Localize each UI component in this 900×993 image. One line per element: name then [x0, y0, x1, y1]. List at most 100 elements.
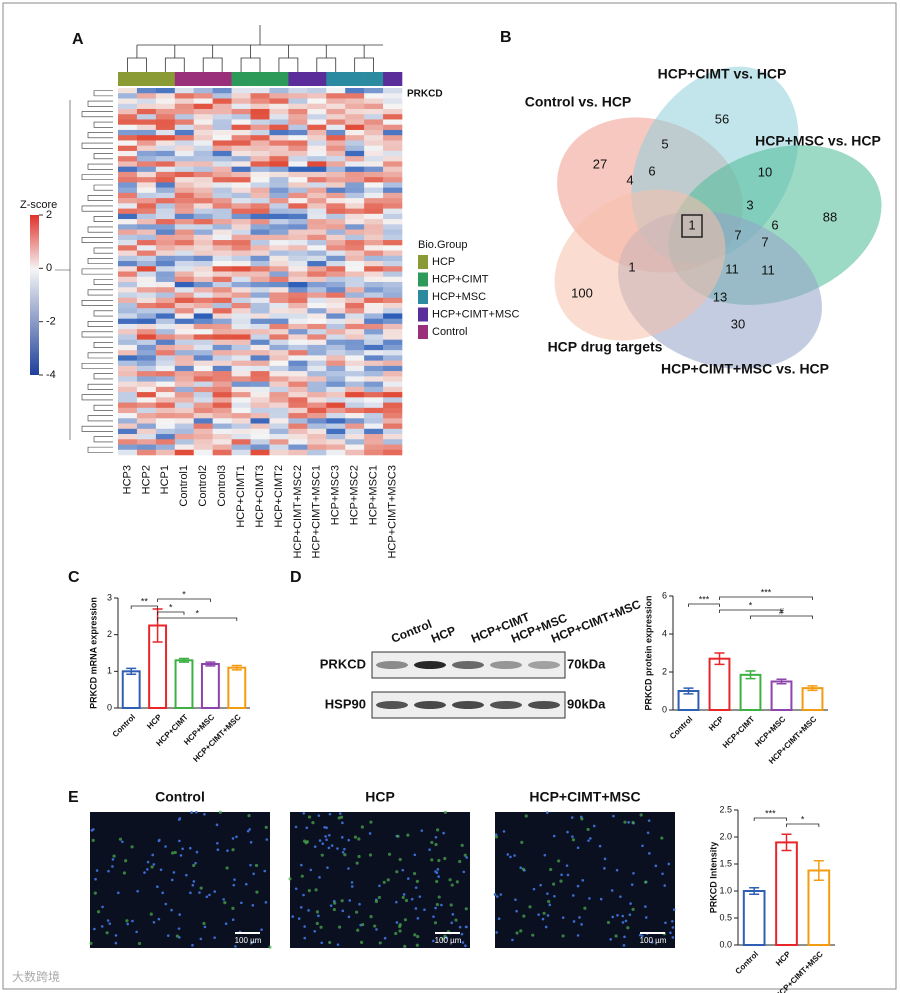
heatmap-cell [383, 208, 403, 215]
heatmap-cell [136, 135, 157, 141]
heatmap-cell [231, 292, 251, 299]
nucleus [303, 936, 307, 940]
heatmap-cell [250, 203, 270, 209]
nucleus [603, 867, 606, 870]
nucleus [413, 853, 417, 857]
heatmap-cell [307, 229, 327, 236]
heatmap-cell [231, 318, 251, 325]
nucleus [107, 869, 110, 873]
heatmap-cell [326, 302, 346, 309]
heatmap-cell [383, 245, 403, 251]
legend-title: Bio.Group [418, 239, 468, 251]
heatmap-cell [231, 344, 251, 351]
heatmap-cell [307, 344, 327, 351]
y-tick-label: 2.5 [719, 804, 732, 814]
heatmap-cell [250, 124, 270, 131]
heatmap-cell [364, 150, 384, 157]
heatmap-cell [269, 219, 289, 225]
heatmap-cell [212, 266, 232, 272]
heatmap-cell [118, 397, 138, 403]
heatmap-cell [250, 229, 270, 236]
heatmap-cell [174, 119, 195, 125]
heatmap-cell [136, 88, 157, 94]
heatmap-cell [212, 407, 232, 414]
nucleus [368, 832, 372, 835]
nucleus [159, 868, 163, 872]
heatmap-cell [174, 423, 195, 430]
heatmap-cell [231, 261, 251, 267]
signal [413, 933, 417, 937]
heatmap-cell [174, 108, 195, 115]
heatmap-cell [118, 355, 138, 361]
heatmap-cell [345, 261, 365, 267]
scale-label: 100 µm [435, 936, 462, 945]
heatmap-cell [212, 292, 232, 299]
heatmap-cell [288, 313, 308, 319]
heatmap-cell [136, 129, 157, 136]
heatmap-cell [288, 418, 308, 424]
heatmap-cell [136, 187, 157, 194]
nucleus [164, 902, 168, 906]
heatmap-cell [345, 292, 365, 299]
heatmap-cell [345, 245, 365, 251]
heatmap-cell [193, 329, 213, 335]
heatmap-cell [326, 240, 346, 246]
signal [255, 890, 259, 894]
y-tick-label: 2 [662, 666, 667, 676]
heatmap-cell [288, 392, 308, 398]
heatmap-cell [118, 323, 138, 330]
heatmap-cell [269, 344, 289, 351]
heatmap-cell [231, 313, 251, 319]
heatmap-cell [193, 365, 213, 372]
heatmap-cell [193, 156, 213, 162]
heatmap-cell [136, 439, 157, 445]
heatmap-cell [136, 313, 157, 319]
heatmap-cell [383, 407, 403, 414]
heatmap-cell [250, 192, 270, 199]
heatmap-cell [193, 449, 213, 456]
heatmap-cell [136, 386, 157, 393]
heatmap-cell [269, 161, 289, 167]
signal [223, 901, 227, 905]
signal [387, 852, 392, 856]
micrograph [495, 812, 675, 948]
heatmap-cell [364, 355, 384, 361]
heatmap-cell [155, 192, 176, 199]
heatmap-cell [269, 318, 289, 325]
signal [340, 899, 344, 903]
heatmap-cell [174, 135, 195, 141]
nucleus [324, 835, 327, 838]
signal [254, 863, 259, 868]
heatmap-cell [345, 266, 365, 272]
nucleus [181, 847, 184, 851]
heatmap-cell [326, 129, 346, 136]
heatmap-cell [174, 386, 195, 393]
heatmap-cell [174, 376, 195, 382]
heatmap-cell [269, 386, 289, 393]
heatmap-cell [326, 329, 346, 335]
heatmap-cell [136, 350, 157, 356]
heatmap-cell [250, 93, 270, 99]
heatmap-cell [136, 428, 157, 435]
signal [118, 837, 123, 841]
heatmap-cell [307, 203, 327, 209]
nucleus [299, 906, 303, 909]
heatmap-cell [383, 271, 403, 278]
heatmap-cell [326, 261, 346, 267]
heatmap-cell [174, 271, 195, 278]
heatmap-cell [231, 213, 251, 220]
heatmap-cell [193, 129, 213, 136]
nucleus [495, 895, 499, 898]
heatmap-cell [250, 266, 270, 272]
heatmap-cell [269, 166, 289, 173]
heatmap-cell [345, 313, 365, 319]
heatmap-cell [307, 135, 327, 141]
heatmap-cell [250, 245, 270, 251]
nucleus [414, 907, 418, 910]
heatmap-cell [231, 145, 251, 152]
heatmap-cell [193, 423, 213, 430]
signal [549, 867, 553, 872]
heatmap-cell [364, 119, 384, 125]
signal [455, 880, 459, 884]
heatmap-cell [383, 224, 403, 230]
